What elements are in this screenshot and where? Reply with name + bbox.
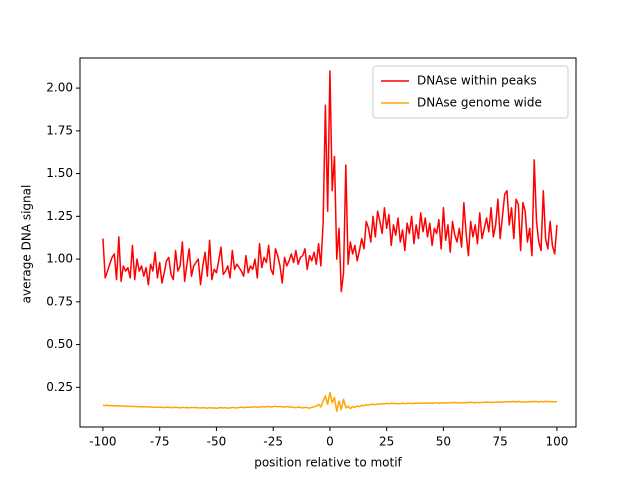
legend-box xyxy=(372,65,569,119)
x-tick-label: -100 xyxy=(89,435,116,449)
y-tick-label: 0.25 xyxy=(46,380,73,394)
y-tick-label: 1.50 xyxy=(46,166,73,180)
x-tick-label: -75 xyxy=(150,435,170,449)
plot-frame xyxy=(79,57,577,428)
y-tick-label: 1.75 xyxy=(46,123,73,137)
y-tick-label: 1.25 xyxy=(46,209,73,223)
y-tick-label: 1.00 xyxy=(46,252,73,266)
legend-label: DNAse within peaks xyxy=(417,74,537,88)
x-axis-label: position relative to motif xyxy=(254,456,402,470)
x-tick-label: -50 xyxy=(207,435,227,449)
x-tick-label: -25 xyxy=(263,435,283,449)
y-tick-label: 0.75 xyxy=(46,294,73,308)
y-axis-label: average DNA signal xyxy=(20,185,34,304)
legend-label: DNAse genome wide xyxy=(417,96,542,110)
x-tick-label: 75 xyxy=(493,435,508,449)
x-tick-label: 50 xyxy=(436,435,451,449)
data-line xyxy=(102,70,558,293)
x-tick-label: 25 xyxy=(379,435,394,449)
x-tick-label: 0 xyxy=(326,435,334,449)
x-tick-label: 100 xyxy=(545,435,568,449)
data-line xyxy=(102,391,557,413)
y-tick-label: 2.00 xyxy=(46,81,73,95)
y-tick-label: 0.50 xyxy=(46,337,73,351)
